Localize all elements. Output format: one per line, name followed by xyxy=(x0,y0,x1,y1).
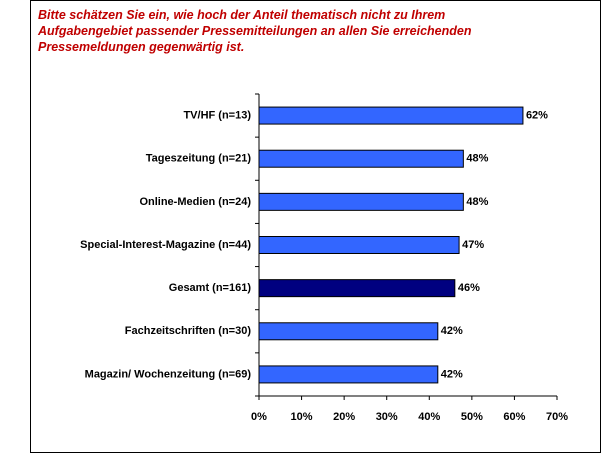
value-label: 48% xyxy=(466,153,488,165)
value-label: 46% xyxy=(458,282,480,294)
value-label: 62% xyxy=(526,109,548,121)
y-tick-label: TV/HF (n=13) xyxy=(183,109,251,121)
y-tick-label: Special-Interest-Magazine (n=44) xyxy=(80,239,251,251)
y-tick-label: Tageszeitung (n=21) xyxy=(146,153,252,165)
chart-title: Bitte schätzen Sie ein, wie hoch der Ant… xyxy=(38,8,445,22)
bar xyxy=(258,365,439,384)
y-tick-label: Fachzeitschriften (n=30) xyxy=(125,325,252,337)
x-tick-label: 0% xyxy=(251,411,267,423)
value-label: 48% xyxy=(466,196,488,208)
x-tick-label: 70% xyxy=(546,411,568,423)
x-tick-label: 40% xyxy=(418,411,440,423)
bar xyxy=(258,236,460,254)
bar xyxy=(258,106,524,125)
y-tick-label: Online-Medien (n=24) xyxy=(139,196,251,208)
bar xyxy=(258,192,464,211)
y-tick-label: Magazin/ Wochenzeitung (n=69) xyxy=(85,368,252,380)
x-tick-label: 50% xyxy=(461,411,483,423)
frame xyxy=(30,0,601,453)
x-tick-label: 10% xyxy=(291,411,313,423)
value-label: 47% xyxy=(462,239,484,251)
bar xyxy=(258,149,464,168)
x-tick-label: 20% xyxy=(333,411,355,423)
bar xyxy=(258,322,439,341)
bar xyxy=(258,279,456,298)
chart-title: Pressemeldungen gegenwärtig ist. xyxy=(38,40,244,54)
value-label: 42% xyxy=(441,368,463,380)
x-tick-label: 30% xyxy=(376,411,398,423)
chart-title: Aufgabengebiet passender Pressemitteilun… xyxy=(37,24,472,38)
x-tick-label: 60% xyxy=(503,411,525,423)
value-label: 42% xyxy=(441,325,463,337)
y-tick-label: Gesamt (n=161) xyxy=(169,282,252,294)
